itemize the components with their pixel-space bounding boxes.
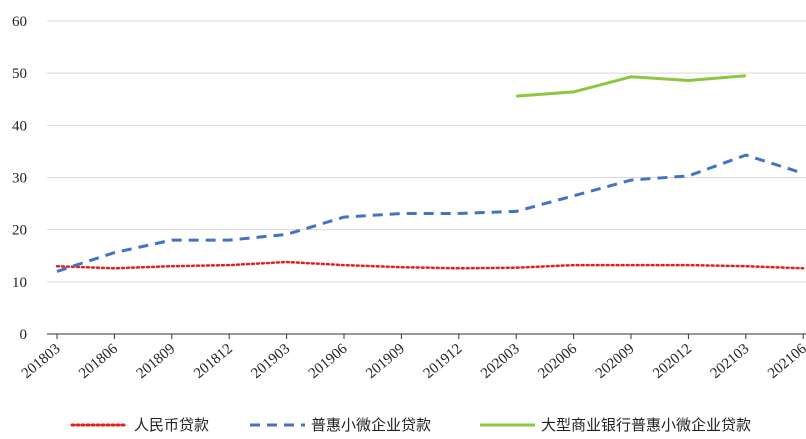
gridlines — [47, 20, 806, 283]
y-tick-label: 40 — [12, 118, 27, 134]
x-tick-label: 201912 — [421, 341, 466, 382]
series-line-2 — [516, 74, 746, 98]
x-tick-label: 202012 — [650, 341, 695, 382]
x-tick-label: 201806 — [76, 340, 121, 382]
legend-label-0: 人民币贷款 — [134, 416, 209, 434]
y-tick-label: 20 — [12, 223, 27, 239]
series-lines — [55, 74, 805, 273]
y-tick-label: 30 — [12, 171, 27, 187]
y-tick-label: 0 — [20, 327, 28, 343]
x-tick-label: 201906 — [306, 340, 351, 382]
x-tick-label: 202103 — [708, 341, 753, 382]
y-tick-label: 10 — [12, 275, 27, 291]
x-tick-label: 201903 — [248, 341, 293, 382]
x-tick-label: 202106 — [765, 340, 806, 382]
x-tick-label: 202006 — [535, 340, 580, 382]
x-tick-label: 201809 — [134, 341, 179, 382]
legend: 人民币贷款 普惠小微企业贷款 大型商业银行普惠小微企业贷款 — [70, 416, 751, 434]
y-tick-label: 50 — [12, 66, 27, 82]
y-tick-label: 60 — [12, 14, 27, 30]
legend-label-1: 普惠小微企业贷款 — [311, 416, 431, 434]
axes: 0 10 20 30 40 50 60 201803 201806 201809 201812 201… — [12, 14, 806, 382]
x-tick-label: 202003 — [478, 341, 523, 382]
x-tick-label: 201803 — [19, 341, 64, 382]
legend-label-2: 大型商业银行普惠小微企业贷款 — [541, 416, 751, 434]
x-tick-label: 202009 — [593, 341, 638, 382]
x-tick-label: 201812 — [191, 341, 236, 382]
x-tick-label: 201909 — [363, 341, 408, 382]
series-line-0 — [55, 260, 805, 270]
series-line-1 — [56, 153, 804, 273]
